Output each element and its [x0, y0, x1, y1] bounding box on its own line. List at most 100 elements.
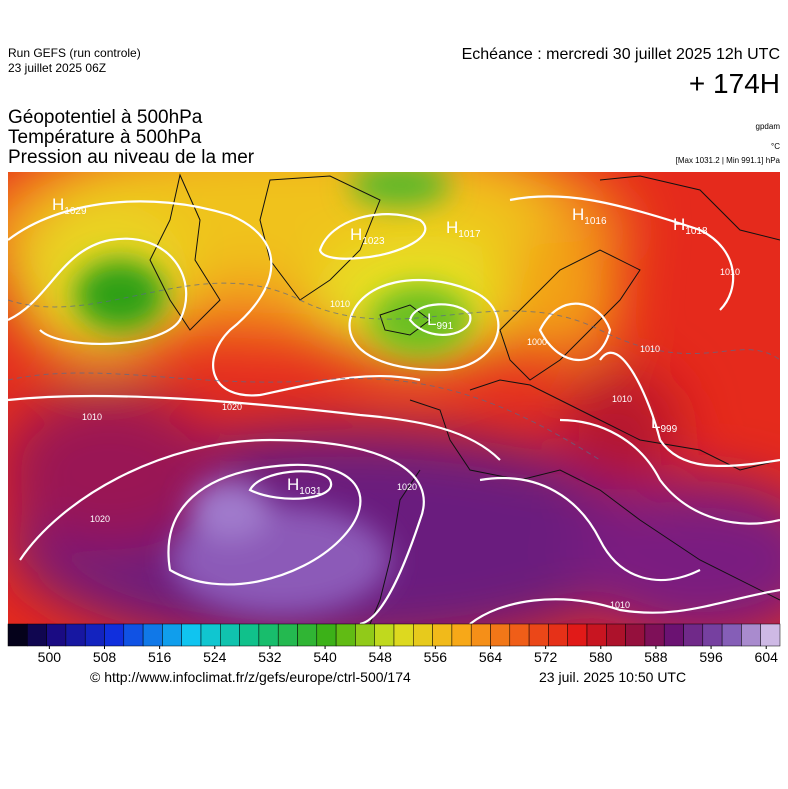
colorbar-cell — [451, 623, 472, 647]
pressure-center: H1018 — [673, 215, 708, 237]
field — [8, 172, 780, 624]
center-value: 1023 — [362, 236, 385, 247]
colorbar-cell — [297, 623, 318, 647]
colorbar-cell — [123, 623, 144, 647]
colorbar-cell — [258, 623, 279, 647]
isotherms — [8, 282, 780, 461]
pressure-center: L991 — [427, 310, 454, 332]
title: Géopotentiel à 500hPa — [8, 107, 203, 128]
colorbar-tick-label: 564 — [479, 649, 503, 665]
colorbar-cell — [644, 623, 665, 647]
pressure-center: L999 — [651, 413, 678, 435]
isobars — [8, 195, 780, 624]
colorbar-tick-label: 516 — [148, 649, 172, 665]
center-value: 1029 — [64, 206, 87, 217]
unit: gpdam — [755, 122, 780, 131]
colorbar-cell — [548, 623, 568, 647]
colorbar-tick-label: 532 — [258, 649, 282, 665]
colorbar-cell — [625, 623, 646, 647]
colorbar-cell — [528, 623, 549, 647]
colorbar-tick-label: 500 — [38, 649, 62, 665]
isobar-label: 1020 — [90, 514, 110, 524]
colorbar-cell — [721, 623, 742, 647]
colorbar-cell — [220, 623, 240, 647]
colorbar-cell — [663, 623, 684, 647]
isobar-label: 1010 — [612, 394, 632, 404]
colorbar-cell — [567, 623, 588, 647]
colorbar-cell — [432, 623, 453, 647]
source: © http://www.infoclimat.fr/z/gefs/europe… — [90, 669, 411, 685]
colorbar-tick-label: 604 — [755, 649, 779, 665]
isobar-label: 1010 — [640, 344, 660, 354]
isobar-label: 1010 — [330, 299, 350, 309]
center-value: 1017 — [458, 229, 481, 240]
center-letter: H — [52, 195, 64, 214]
colorbar-cell — [27, 623, 47, 647]
colorbar-tick-label: 596 — [699, 649, 723, 665]
isobar-label: 1020 — [222, 402, 242, 412]
colorbar-cell — [142, 623, 163, 647]
colorbar: 500 508 516 524 532 540 548 556 564 572 580 588 596 6… — [7, 623, 781, 665]
pressure-center: H1017 — [446, 218, 481, 240]
center-letter: L — [427, 310, 436, 329]
center-letter: H — [287, 475, 299, 494]
colorbar-cell — [7, 623, 28, 647]
colorbar-cell — [239, 623, 260, 647]
colorbar-cell — [702, 623, 723, 647]
run: Run GEFS (run controle) — [8, 46, 141, 60]
colorbar-cell — [162, 623, 182, 647]
colorbar-cell — [470, 623, 491, 647]
center-letter: H — [572, 205, 584, 224]
valid-time: Echéance : mercredi 30 juillet 2025 12h … — [461, 46, 780, 63]
colorbar-cell — [316, 623, 337, 647]
colorbar-cell — [374, 623, 395, 647]
colorbar-cell — [65, 623, 86, 647]
colorbar-cell — [393, 623, 414, 647]
center-value: 1018 — [685, 226, 708, 237]
colorbar-tick-label: 548 — [369, 649, 393, 665]
coastlines — [149, 173, 780, 624]
colorbar-cell — [413, 623, 433, 647]
colorbar-tick-label: 540 — [313, 649, 337, 665]
center-value: 1016 — [584, 216, 607, 227]
isobar-label: 1000 — [527, 337, 547, 347]
colorbar-cell — [683, 623, 704, 647]
colorbar-cell — [509, 623, 530, 647]
run-date: 23 juillet 2025 06Z — [8, 61, 107, 75]
isobar-label: 1010 — [82, 412, 102, 422]
isobar-label: 1020 — [397, 482, 417, 492]
colorbar-cell — [200, 623, 221, 647]
center-value: 1031 — [299, 486, 322, 497]
center-value: 999 — [660, 424, 677, 435]
colorbar-cell — [586, 623, 607, 647]
lead-time: + 174H — [688, 68, 780, 99]
center-letter: L — [651, 413, 660, 432]
colorbar-tick-label: 572 — [534, 649, 558, 665]
unit: °C — [771, 142, 780, 151]
title: Température à 500hPa — [8, 127, 202, 148]
isobar-label: 1010 — [610, 600, 630, 610]
colorbar-tick-label: 556 — [424, 649, 448, 665]
colorbar-cell — [84, 623, 105, 647]
center-value: 991 — [436, 321, 453, 332]
colorbar-cell — [760, 623, 781, 647]
colorbar-cell — [181, 623, 202, 647]
colorbar-cell — [46, 623, 67, 647]
colorbar-cell — [490, 623, 511, 647]
colorbar-tick-label: 580 — [589, 649, 613, 665]
colorbar-tick-label: 524 — [203, 649, 227, 665]
title: Pression au niveau de la mer — [8, 147, 255, 168]
colorbar-tick-label: 508 — [93, 649, 117, 665]
center-letter: H — [673, 215, 685, 234]
pressure-center: H1029 — [52, 195, 87, 217]
colorbar-cell — [104, 623, 125, 647]
unit: [Max 1031.2 | Min 991.1] hPa — [675, 156, 780, 165]
pressure-center: H1023 — [350, 225, 385, 247]
colorbar-cell — [335, 623, 356, 647]
center-letter: H — [446, 218, 458, 237]
pressure-center: H1016 — [572, 205, 607, 227]
isobar-label: 1010 — [720, 267, 740, 277]
